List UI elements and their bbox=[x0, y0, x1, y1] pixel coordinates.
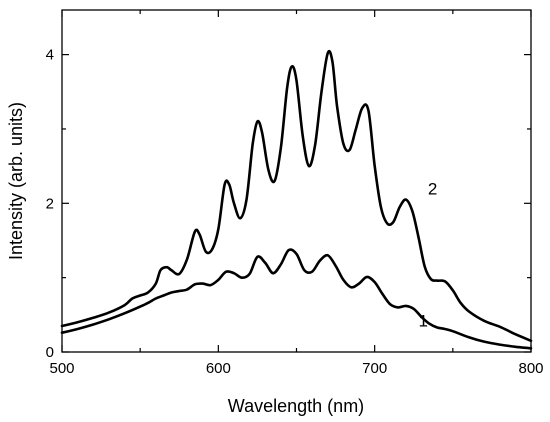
series-line-2 bbox=[60, 49, 533, 343]
y-axis-title: Intensity (arb. units) bbox=[6, 102, 26, 260]
series-group bbox=[60, 49, 533, 350]
axis-ticks bbox=[61, 10, 532, 353]
x-tick-label: 500 bbox=[49, 360, 74, 377]
plot-frame bbox=[61, 9, 532, 353]
y-tick-label: 0 bbox=[46, 344, 54, 361]
series-line-1 bbox=[60, 248, 533, 350]
y-tick-label: 4 bbox=[46, 47, 54, 64]
x-tick-label: 800 bbox=[518, 360, 543, 377]
curve-label-2: 2 bbox=[428, 179, 437, 198]
tick-labels: 500 600 700 800 0 2 4 bbox=[46, 47, 544, 377]
x-axis-title: Wavelength (nm) bbox=[228, 396, 364, 416]
x-tick-label: 600 bbox=[206, 360, 231, 377]
x-tick-label: 700 bbox=[362, 360, 387, 377]
curve-labels: 12 bbox=[418, 179, 437, 330]
curve-label-1: 1 bbox=[418, 312, 427, 331]
y-tick-label: 2 bbox=[46, 195, 54, 212]
